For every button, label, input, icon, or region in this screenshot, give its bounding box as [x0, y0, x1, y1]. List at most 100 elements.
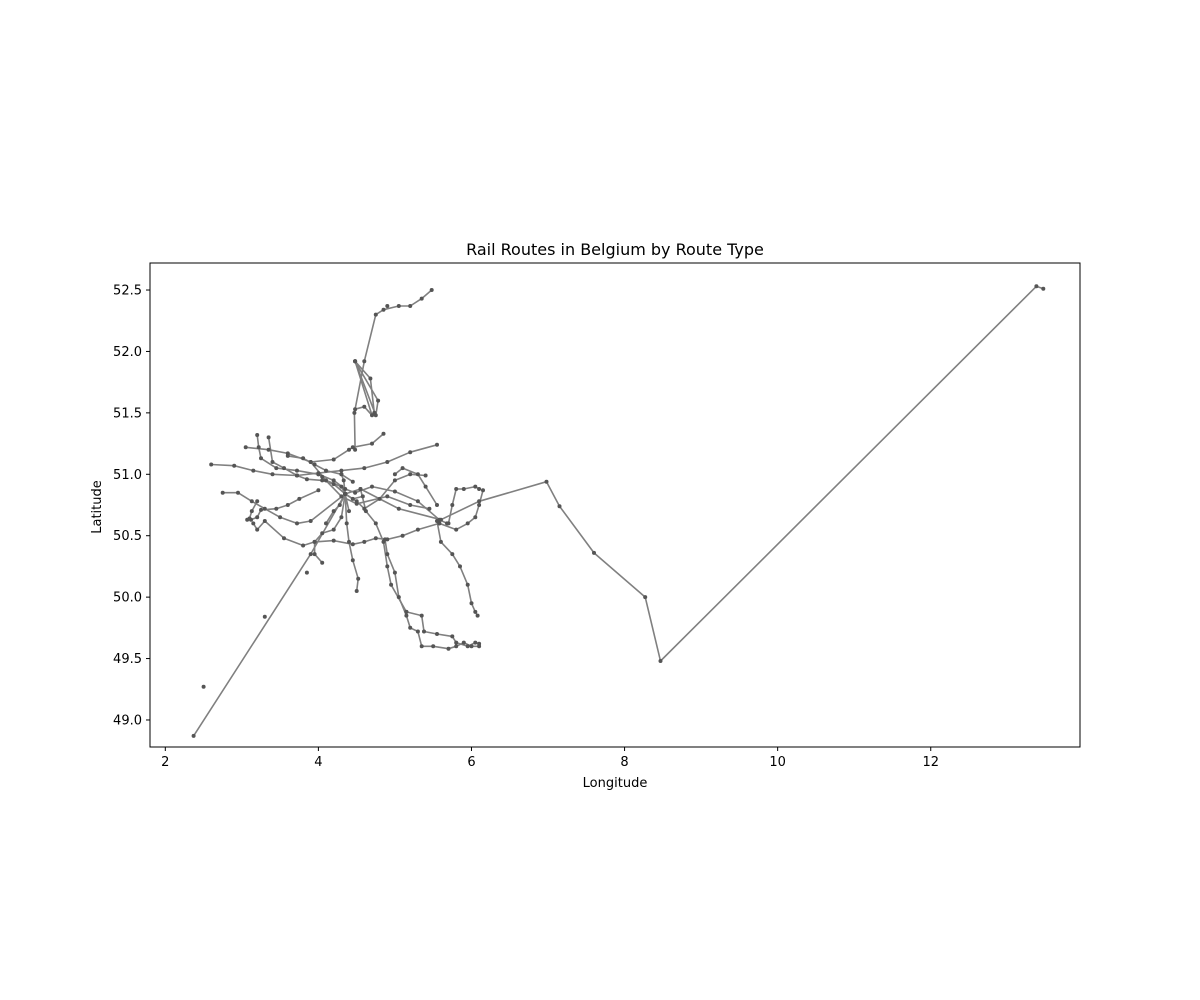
- station-point: [381, 431, 386, 436]
- station-point: [408, 304, 413, 308]
- stations-layer: [191, 284, 1046, 738]
- station-point: [316, 488, 321, 493]
- station-point: [251, 468, 256, 473]
- station-point: [297, 496, 302, 501]
- station-point: [392, 570, 397, 575]
- y-tick-label: 50.5: [113, 529, 142, 544]
- y-tick-label: 49.0: [113, 713, 142, 728]
- station-point: [419, 644, 424, 649]
- station-point: [400, 466, 405, 471]
- station-point: [377, 496, 382, 501]
- station-point: [356, 576, 361, 581]
- station-point: [247, 516, 252, 521]
- station-point: [350, 445, 355, 450]
- station-point: [341, 478, 346, 483]
- y-tick-label: 49.5: [113, 652, 142, 667]
- station-point: [461, 640, 466, 645]
- station-point: [343, 487, 348, 491]
- route-line-3: [354, 360, 379, 417]
- station-point: [354, 501, 359, 506]
- station-point: [465, 582, 470, 587]
- station-point: [415, 472, 420, 477]
- station-point: [422, 629, 426, 634]
- station-point: [473, 484, 478, 489]
- station-point: [350, 496, 355, 501]
- station-point: [350, 558, 355, 563]
- station-point: [454, 644, 459, 649]
- station-point: [469, 644, 474, 649]
- station-point: [415, 527, 420, 532]
- route-line-26: [394, 467, 438, 506]
- route-line-2: [354, 361, 373, 417]
- station-point: [373, 536, 378, 541]
- station-point: [454, 640, 459, 645]
- x-tick-label: 10: [769, 755, 786, 770]
- x-tick-label: 4: [314, 755, 322, 770]
- station-point: [255, 515, 260, 520]
- station-point: [324, 478, 328, 483]
- station-point: [381, 307, 386, 312]
- station-point: [285, 453, 290, 458]
- route-line-15: [406, 611, 480, 648]
- station-point: [465, 521, 470, 526]
- station-point: [446, 646, 451, 651]
- station-point: [350, 542, 355, 547]
- station-point: [473, 640, 478, 645]
- station-point: [477, 503, 482, 507]
- station-point: [362, 466, 367, 471]
- station-point: [362, 506, 367, 511]
- station-point: [270, 460, 275, 464]
- station-point: [477, 487, 482, 491]
- station-point: [431, 644, 436, 649]
- station-point: [337, 503, 342, 507]
- station-point: [259, 507, 263, 512]
- station-point: [396, 304, 401, 308]
- station-point: [473, 609, 478, 614]
- station-point: [301, 543, 306, 548]
- station-point: [385, 460, 390, 464]
- route-line-8: [222, 491, 346, 525]
- station-point: [282, 466, 286, 471]
- station-point: [295, 468, 299, 473]
- station-point: [308, 519, 313, 523]
- station-point: [450, 552, 455, 557]
- station-point: [353, 490, 358, 495]
- route-line-25: [287, 455, 354, 483]
- station-point: [450, 634, 455, 639]
- station-point: [270, 472, 275, 477]
- station-point: [191, 733, 196, 738]
- x-tick-label: 6: [467, 755, 475, 770]
- station-point: [339, 494, 344, 499]
- station-point: [308, 552, 313, 557]
- station-point: [446, 521, 451, 526]
- routes-layer: [192, 285, 1044, 737]
- station-point: [370, 484, 374, 489]
- station-point: [331, 509, 336, 514]
- station-point: [429, 288, 434, 292]
- station-point: [435, 442, 439, 447]
- station-point: [419, 613, 424, 618]
- station-point: [331, 482, 336, 487]
- station-point: [658, 659, 663, 663]
- station-point: [353, 407, 358, 412]
- station-point: [353, 359, 358, 364]
- station-point: [249, 509, 254, 514]
- station-point: [308, 460, 313, 464]
- station-point: [251, 521, 256, 526]
- x-tick-label: 8: [620, 755, 628, 770]
- station-point: [350, 479, 355, 484]
- station-point: [352, 410, 357, 415]
- station-point: [408, 503, 413, 507]
- route-line-23: [325, 493, 346, 524]
- station-point: [282, 536, 286, 541]
- station-point: [415, 629, 420, 634]
- station-point: [454, 527, 459, 532]
- station-point: [389, 582, 394, 587]
- station-point: [415, 499, 420, 504]
- station-point: [454, 487, 459, 491]
- station-point: [301, 456, 306, 461]
- station-point: [557, 504, 562, 509]
- station-point: [450, 503, 455, 507]
- station-point: [435, 503, 439, 507]
- station-point: [274, 466, 279, 471]
